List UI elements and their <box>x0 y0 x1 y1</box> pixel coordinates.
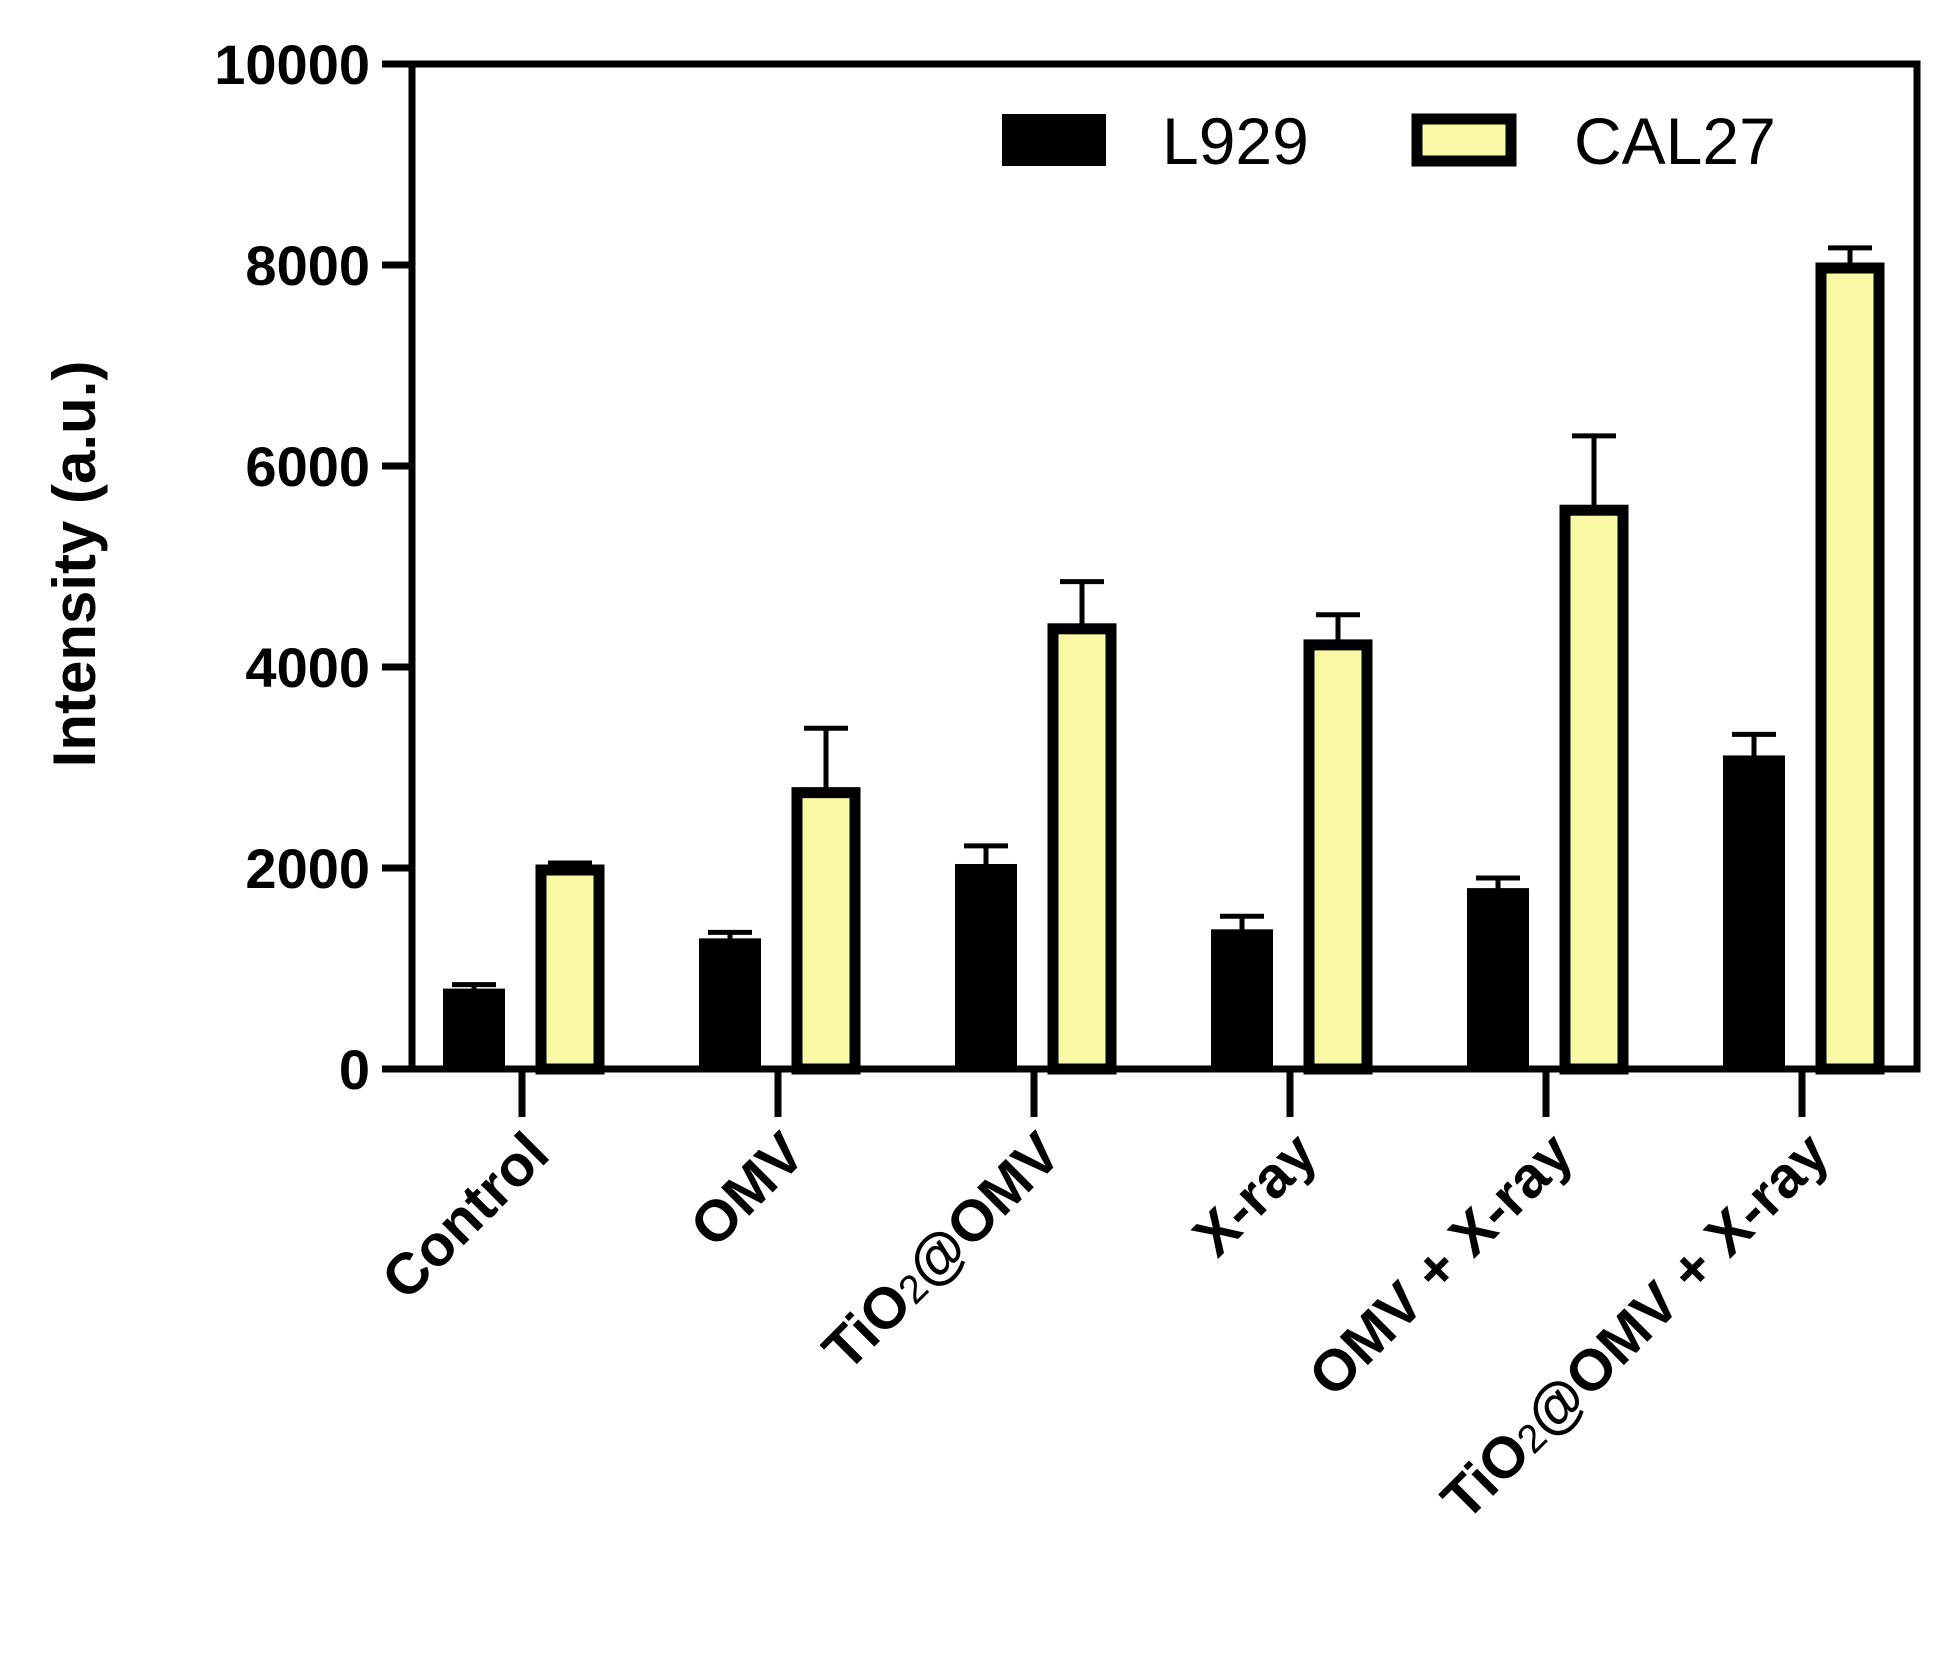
bar-l929-2 <box>955 863 1017 1071</box>
category-label-main: OMV <box>678 1120 818 1260</box>
x-category-label: OMV + X-ray <box>1296 1120 1585 1409</box>
bar-l929-0 <box>443 988 505 1071</box>
category-label-tail: @OMV <box>894 1120 1074 1300</box>
bar-l929-4 <box>1467 888 1529 1071</box>
bar-l929-1 <box>699 938 761 1071</box>
bar-cal27-3 <box>1303 639 1373 1075</box>
category-label-main: X-ray <box>1181 1120 1330 1269</box>
y-tick-label: 0 <box>339 1038 370 1101</box>
legend-swatch-l929 <box>1002 114 1106 166</box>
bars <box>443 262 1885 1075</box>
y-tick-label: 6000 <box>245 435 370 498</box>
y-axis-ticks: 0 2000 4000 6000 8000 10000 <box>214 33 412 1101</box>
bar-cal27-1 <box>791 787 861 1075</box>
legend-label-cal27: CAL27 <box>1574 104 1776 178</box>
y-axis-title: Intensity (a.u.) <box>41 361 108 768</box>
category-label-main: OMV + X-ray <box>1296 1120 1585 1409</box>
y-tick-label: 8000 <box>245 234 370 297</box>
bar-cal27-2 <box>1047 623 1117 1075</box>
x-category-label: X-ray <box>1181 1120 1330 1269</box>
x-category-label: OMV <box>678 1120 818 1260</box>
legend-swatch-cal27 <box>1411 113 1517 167</box>
y-tick-label: 2000 <box>245 837 370 900</box>
bar-l929-5 <box>1723 755 1785 1071</box>
bar-cal27-5 <box>1815 262 1885 1075</box>
legend-label-l929: L929 <box>1162 104 1309 178</box>
legend: L929 CAL27 <box>1002 104 1776 178</box>
category-label-main: Control <box>369 1120 561 1312</box>
bar-cal27-0 <box>535 864 605 1075</box>
error-bars <box>452 245 1872 991</box>
bar-l929-3 <box>1211 929 1273 1071</box>
y-tick-label: 10000 <box>214 33 370 96</box>
x-axis-ticks <box>518 1069 1806 1117</box>
plot-frame <box>408 60 1921 1073</box>
bar-cal27-4 <box>1559 504 1629 1075</box>
x-category-label: Control <box>369 1120 561 1312</box>
x-category-label: TiO2@OMV <box>810 1120 1073 1383</box>
y-tick-label: 4000 <box>245 636 370 699</box>
